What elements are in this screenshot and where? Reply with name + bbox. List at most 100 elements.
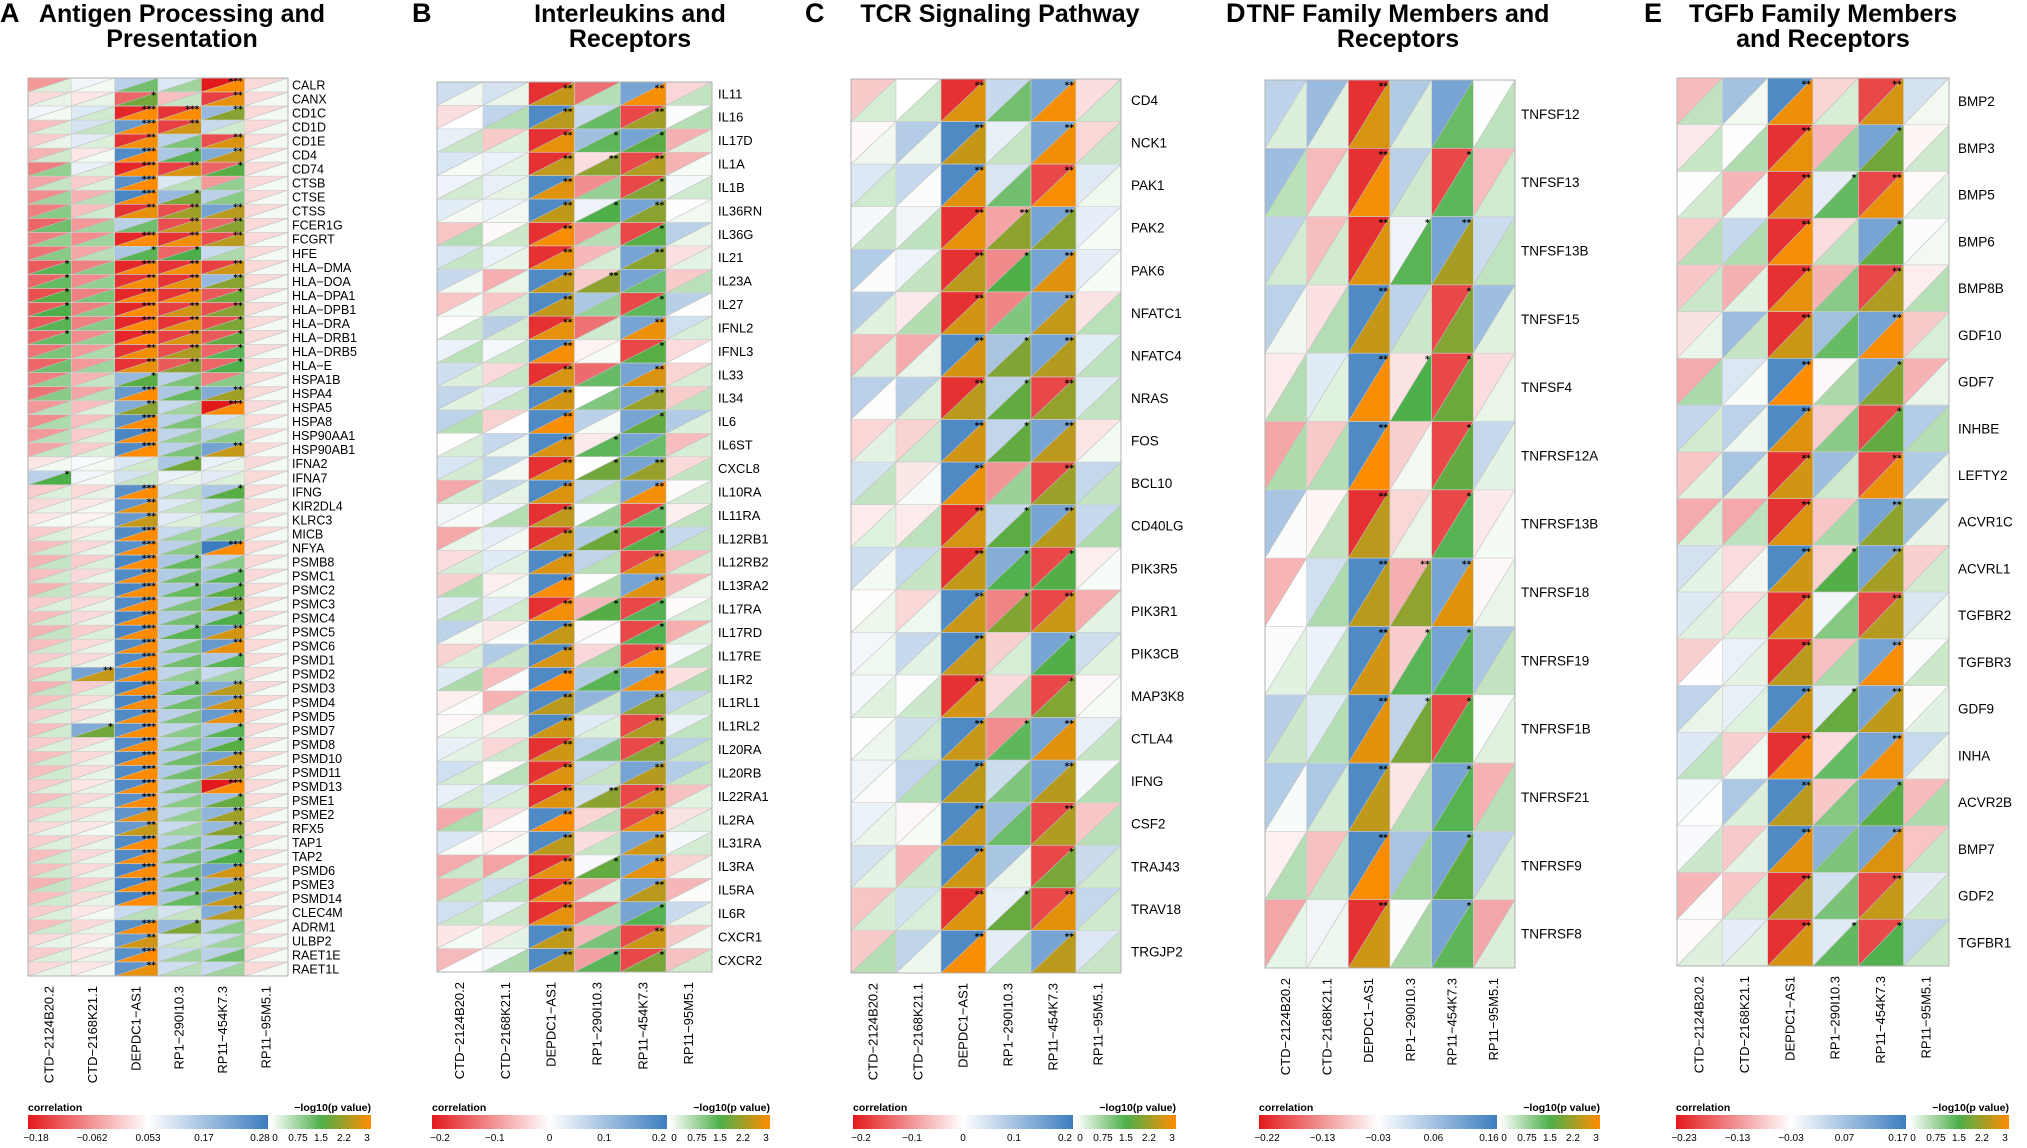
- heatmap-cell: ***: [114, 750, 159, 766]
- cell-diagonal: [157, 512, 202, 528]
- row-label: CANX: [292, 92, 327, 106]
- cell-diagonal: [201, 147, 245, 163]
- cell-diagonal: [436, 245, 483, 270]
- heatmap-cell: [244, 638, 289, 654]
- significance-stars: **: [655, 459, 665, 469]
- heatmap-cell: **: [201, 147, 245, 163]
- pvalue-tick: 2.2: [1566, 1133, 1580, 1144]
- cell-diagonal: [244, 161, 289, 177]
- heatmap-cell: [244, 372, 289, 387]
- significance-stars: **: [233, 821, 243, 831]
- heatmap-cell: [27, 695, 72, 710]
- significance-stars: **: [1802, 127, 1812, 137]
- cell-diagonal: [157, 442, 202, 458]
- cell-diagonal: [114, 947, 159, 963]
- cell-diagonal: [620, 854, 667, 879]
- heatmap-cell: [1075, 802, 1122, 846]
- cell-diagonal: [528, 550, 575, 575]
- cell-diagonal: [528, 315, 575, 340]
- significance-stars: **: [655, 84, 665, 94]
- heatmap-cell: **: [1767, 124, 1814, 172]
- heatmap-cell: [244, 330, 289, 345]
- significance-stars: **: [233, 203, 243, 213]
- cell-diagonal: [157, 344, 202, 359]
- cell-diagonal: [114, 863, 159, 879]
- heatmap-cell: *: [201, 835, 245, 851]
- heatmap-cell: [850, 759, 897, 804]
- cell-diagonal: [985, 887, 1032, 931]
- significance-stars: *: [1897, 127, 1902, 137]
- heatmap-cell: [482, 690, 529, 715]
- cell-diagonal: [1075, 121, 1122, 165]
- heatmap-cell: [436, 198, 484, 223]
- heatmap-cell: [436, 948, 484, 973]
- cell-diagonal: [114, 218, 159, 233]
- significance-stars: ***: [142, 105, 156, 115]
- heatmap-cell: ***: [114, 778, 159, 794]
- cell-diagonal: [1030, 78, 1077, 122]
- cell-diagonal: [114, 891, 159, 907]
- cell-diagonal: [436, 315, 483, 340]
- heatmap-cell: **: [940, 802, 987, 846]
- cell-diagonal: [895, 547, 942, 591]
- heatmap-cell: [482, 901, 529, 926]
- heatmap-cell: [436, 596, 484, 621]
- cell-diagonal: [244, 526, 289, 542]
- significance-stars: **: [147, 498, 157, 508]
- cell-diagonal: [114, 877, 159, 893]
- legend: correlation−0.2 −0.1 0 0.1 0.2−log10(p value…: [851, 1102, 1176, 1144]
- heatmap-cell: [482, 339, 529, 364]
- heatmap-cell: [482, 596, 529, 621]
- cell-diagonal: [850, 632, 897, 676]
- significance-stars: **: [1802, 173, 1812, 183]
- cell-diagonal: [71, 765, 115, 780]
- cell-diagonal: [71, 709, 115, 724]
- cell-diagonal: [201, 554, 245, 570]
- significance-stars: **: [1802, 314, 1812, 324]
- cell-diagonal: [436, 831, 483, 856]
- row-label: IL11: [718, 86, 742, 101]
- cell-diagonal: [157, 91, 202, 107]
- heatmap-cell: ***: [114, 582, 159, 598]
- row-label: PIK3R1: [1131, 604, 1178, 619]
- cell-diagonal: [244, 667, 289, 682]
- significance-stars: ***: [142, 414, 156, 424]
- row-label: KIR2DL4: [292, 499, 343, 513]
- significance-stars: **: [147, 273, 157, 283]
- heatmap-cell: [1075, 121, 1122, 165]
- heatmap-cell: [482, 362, 529, 387]
- row-label: IL12RB2: [718, 555, 769, 570]
- cell-diagonal: [114, 400, 159, 416]
- cell-diagonal: [850, 930, 897, 974]
- cell-diagonal: [895, 334, 942, 378]
- heatmap-cell: [1722, 358, 1768, 406]
- cell-diagonal: [114, 316, 159, 331]
- significance-stars: ***: [142, 161, 156, 171]
- significance-stars: **: [975, 890, 985, 900]
- cell-diagonal: [27, 119, 72, 135]
- cell-diagonal: [157, 288, 202, 303]
- heatmap-cell: [244, 554, 289, 570]
- heatmap-cell: [244, 835, 289, 851]
- cell-diagonal: [528, 269, 575, 294]
- cell-diagonal: [436, 807, 483, 832]
- significance-stars: **: [233, 301, 243, 311]
- heatmap-cell: [665, 550, 713, 575]
- cell-diagonal: [27, 302, 72, 317]
- heatmap-cell: [244, 91, 289, 107]
- significance-stars: ***: [142, 231, 156, 241]
- heatmap-cell: **: [620, 105, 667, 130]
- cell-diagonal: [201, 428, 245, 444]
- cell-diagonal: [157, 638, 202, 654]
- heatmap-cell: **: [1348, 899, 1391, 969]
- cell-diagonal: [201, 498, 245, 514]
- cell-diagonal: [895, 249, 942, 293]
- cell-diagonal: [157, 358, 202, 373]
- heatmap-cell: **: [1030, 930, 1077, 974]
- heatmap-cell: [574, 807, 621, 832]
- significance-stars: **: [975, 549, 985, 559]
- cell-diagonal: [201, 232, 245, 247]
- row-label: IL6R: [718, 906, 745, 921]
- significance-stars: *: [238, 652, 243, 662]
